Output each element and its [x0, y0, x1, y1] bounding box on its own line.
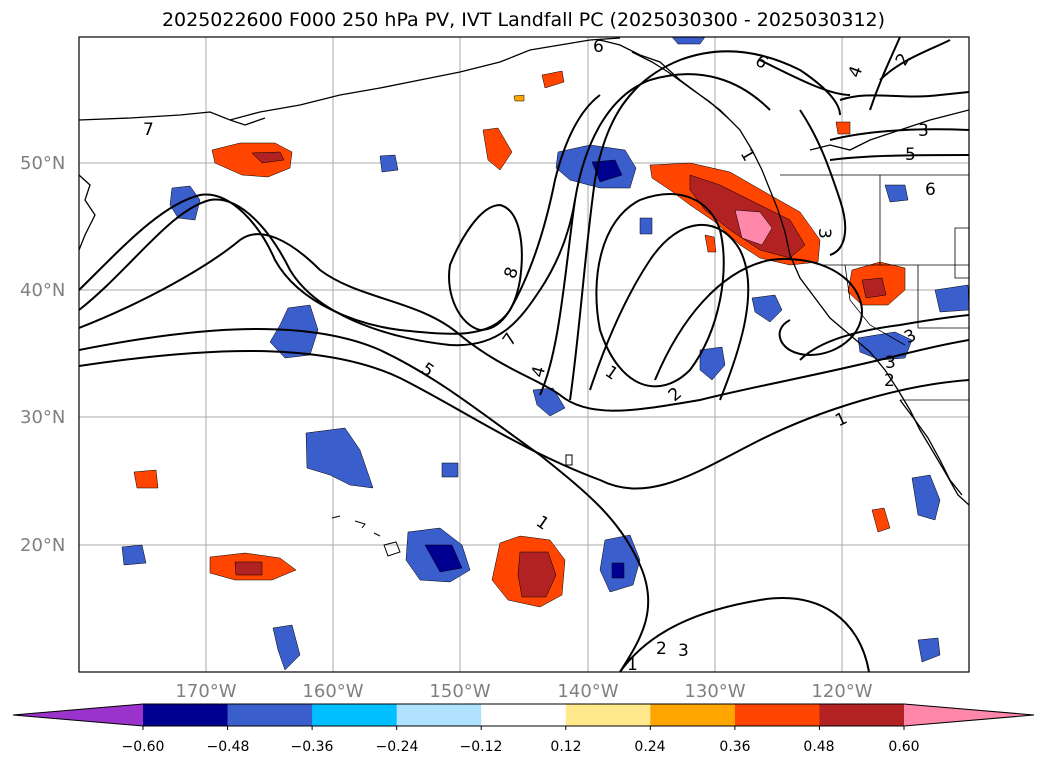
- pv-blob-blue-small-c: [639, 217, 653, 235]
- lon-label: 130°W: [684, 681, 745, 702]
- latitude-labels: 50°N 40°N 30°N 20°N: [20, 153, 65, 556]
- colorbar-tick-label: 0.12: [550, 739, 581, 755]
- pv-blob-blue-south-w: [272, 624, 301, 671]
- colorbar-segment: [396, 704, 482, 726]
- pv-blob-pink-coast: [734, 209, 773, 246]
- pv-blob-blue-w1: [269, 304, 319, 359]
- contour-label: 6: [925, 180, 936, 200]
- lon-label: 120°W: [811, 681, 872, 702]
- pv-blob-blue-mid: [532, 387, 566, 417]
- lon-label: 150°W: [429, 681, 490, 702]
- pv-blob-navy-north: [591, 159, 623, 183]
- colorbar-tick-label: −0.36: [291, 739, 334, 755]
- contour-label: 5: [417, 359, 437, 382]
- contour-label: 3: [814, 228, 834, 239]
- pv-blob-blue-offshore: [699, 346, 726, 381]
- colorbar-segment: [650, 704, 736, 726]
- contour-label: 3: [678, 641, 689, 661]
- contour-label: 7: [499, 329, 522, 349]
- colorbar-segment: [227, 704, 313, 726]
- colorbar-segment: [734, 704, 820, 726]
- contour-label: 6: [593, 37, 604, 57]
- contour-label: 1: [601, 362, 621, 385]
- political-borders: [780, 174, 969, 401]
- colorbar-segment: [143, 704, 229, 726]
- pv-blob-blue-coast: [751, 294, 783, 323]
- colorbar-tick-label: −0.12: [460, 739, 503, 755]
- colorbar-tick-label: −0.24: [376, 739, 419, 755]
- contour-label: 7: [143, 120, 154, 140]
- pv-blob-darkred-sw: [234, 561, 263, 576]
- pv-blob-blue-small-n: [379, 154, 399, 173]
- contour-label: 1: [532, 512, 552, 535]
- colorbar-tick-label: −0.48: [207, 739, 250, 755]
- pv-blob-blue-baja: [911, 474, 941, 521]
- pv-blob-orange-small1: [835, 121, 851, 135]
- colorbar-segment: [481, 704, 567, 726]
- contour-label: 8: [500, 264, 522, 281]
- pv-blob-blue-se: [917, 637, 941, 663]
- coastlines: [79, 37, 969, 506]
- pv-blob-navy-sw: [424, 544, 463, 573]
- pv-blob-navy-s: [611, 562, 625, 579]
- colorbar-segment: [565, 704, 651, 726]
- colorbar-extend-max: [904, 704, 1034, 726]
- pv-blob-orange-alaska: [541, 70, 565, 89]
- pv-blob-blue-small-s: [441, 462, 459, 478]
- pv-blob-darkred-nw: [251, 151, 285, 164]
- pv-blob-orange-north: [482, 127, 513, 171]
- lat-label: 50°N: [20, 153, 65, 174]
- pv-blob-orange-se: [871, 507, 891, 533]
- pv-blob-blue-bc: [884, 184, 909, 203]
- colorbar-tick-label: 0.48: [803, 739, 834, 755]
- lat-label: 40°N: [20, 280, 65, 301]
- lat-label: 30°N: [20, 407, 65, 428]
- pv-blob-darkred-south: [517, 551, 557, 598]
- pv-blob-blue-w2: [305, 427, 374, 489]
- lon-label: 140°W: [557, 681, 618, 702]
- contour-label: 3: [918, 121, 929, 141]
- colorbar-tick-label: −0.60: [122, 739, 165, 755]
- pv-negative-anomalies: [121, 37, 969, 671]
- contour-label: 1: [736, 146, 759, 165]
- colorbar-segment: [819, 704, 905, 726]
- colorbar-segment: [312, 704, 398, 726]
- pv-blob-orange-w: [133, 469, 159, 489]
- map-frame: [78, 36, 970, 673]
- lon-label: 170°W: [175, 681, 236, 702]
- contour-label: 2: [656, 639, 667, 659]
- pv-blob-orange-nw: [211, 142, 293, 178]
- colorbar-ticks: −0.60 −0.48 −0.36 −0.24 −0.12 0.12 0.24 …: [122, 739, 920, 755]
- contour-label: 1: [832, 408, 850, 431]
- ivt-contours: [79, 37, 969, 672]
- contour-label: 3: [885, 353, 896, 373]
- pv-blob-blue-east: [934, 284, 969, 313]
- pv-blob-blue-small-sw: [121, 544, 147, 566]
- map-title: 2025022600 F000 250 hPa PV, IVT Landfall…: [161, 9, 886, 31]
- pv-blob-small-yellow: [513, 94, 525, 102]
- colorbar-tick-label: 0.60: [888, 739, 919, 755]
- contour-label: 1: [627, 655, 638, 675]
- contour-label: 4: [845, 63, 867, 80]
- lat-label: 20°N: [20, 535, 65, 556]
- colorbar-extend-min: [13, 704, 143, 726]
- pv-positive-anomalies: [133, 70, 906, 608]
- longitude-labels: 170°W 160°W 150°W 140°W 130°W 120°W: [175, 681, 872, 702]
- colorbar: [12, 703, 1035, 730]
- pv-blob-orange-small2: [704, 234, 717, 253]
- pv-blob-blue-nw: [169, 185, 201, 221]
- colorbar-tick-label: 0.36: [719, 739, 750, 755]
- pv-blob-darkred-nevada: [861, 277, 887, 299]
- pv-blob-blue-top: [671, 37, 706, 45]
- contour-label: 4: [528, 364, 550, 380]
- contour-label: 5: [905, 145, 916, 165]
- colorbar-tick-label: 0.24: [634, 739, 665, 755]
- hawaiian-islands: [331, 454, 573, 557]
- lon-label: 160°W: [302, 681, 363, 702]
- contour-label: 2: [884, 371, 895, 391]
